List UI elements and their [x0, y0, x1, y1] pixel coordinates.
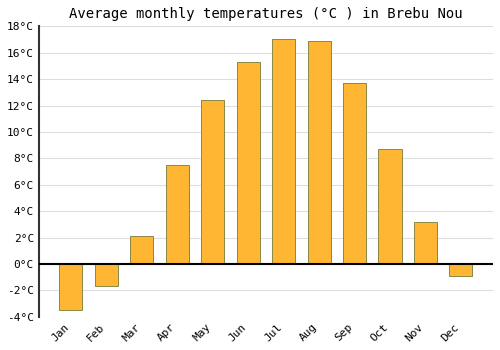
Title: Average monthly temperatures (°C ) in Brebu Nou: Average monthly temperatures (°C ) in Br… [69, 7, 462, 21]
Bar [308, 41, 330, 264]
Bar [378, 149, 402, 264]
Bar [130, 236, 154, 264]
Bar [201, 100, 224, 264]
Bar [236, 62, 260, 264]
Bar [414, 222, 437, 264]
Bar [60, 264, 82, 310]
Bar [450, 264, 472, 276]
Bar [166, 165, 189, 264]
Bar [95, 264, 118, 286]
Bar [343, 83, 366, 264]
Bar [272, 40, 295, 264]
